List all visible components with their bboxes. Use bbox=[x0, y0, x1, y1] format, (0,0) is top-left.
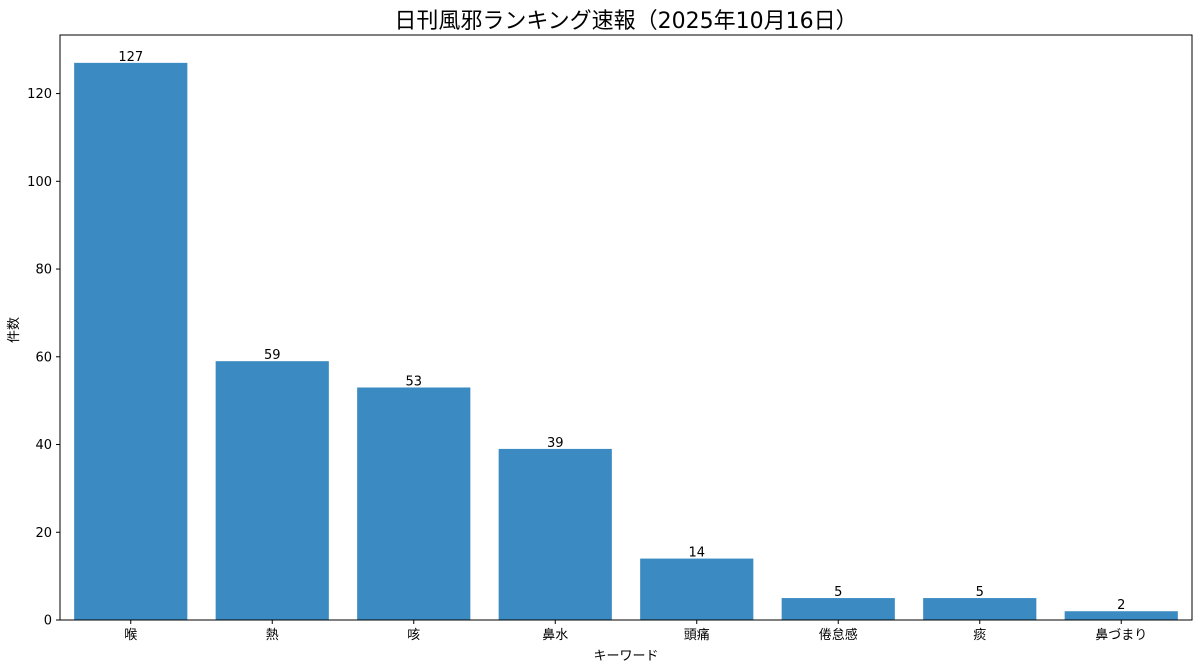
x-tick-label: 咳 bbox=[407, 628, 420, 643]
y-axis-label: 件数 bbox=[7, 317, 22, 343]
bar-value-label: 14 bbox=[688, 546, 705, 561]
chart-title: 日刊風邪ランキング速報（2025年10月16日） bbox=[394, 9, 857, 34]
x-tick-label: 頭痛 bbox=[684, 627, 710, 643]
y-tick-label: 80 bbox=[35, 263, 52, 278]
bar-value-label: 5 bbox=[834, 585, 842, 600]
bar-4 bbox=[498, 448, 612, 620]
bar-5 bbox=[640, 558, 754, 620]
x-tick-label: 痰 bbox=[973, 627, 986, 643]
bar-1 bbox=[74, 62, 188, 621]
x-tick-label: 喉 bbox=[124, 628, 137, 643]
y-ticks: 0 20 40 60 80 100 120 bbox=[27, 87, 60, 629]
y-tick-label: 40 bbox=[35, 438, 52, 453]
bar-value-label: 39 bbox=[547, 436, 564, 451]
bar-value-label: 53 bbox=[405, 374, 422, 389]
bar-value-label: 59 bbox=[264, 348, 281, 363]
y-tick-label: 20 bbox=[35, 526, 52, 541]
plot-frame bbox=[59, 34, 1193, 621]
x-tick-label: 鼻づまり bbox=[1095, 627, 1147, 643]
x-tick-label: 熱 bbox=[266, 628, 279, 643]
x-tick-label: 倦怠感 bbox=[819, 627, 858, 643]
bar-value-label: 5 bbox=[976, 585, 984, 600]
y-tick-label: 0 bbox=[44, 614, 52, 629]
bar-3 bbox=[357, 387, 471, 620]
bar-7 bbox=[923, 598, 1037, 620]
bar-value-label: 2 bbox=[1117, 598, 1125, 613]
x-tick-label: 鼻水 bbox=[542, 627, 568, 643]
x-axis-label: キーワード bbox=[593, 649, 658, 664]
bar-6 bbox=[781, 598, 895, 620]
axes-layer bbox=[59, 34, 1193, 621]
x-ticks: 喉 熱 咳 鼻水 頭痛 倦怠感 痰 鼻づまり bbox=[124, 620, 1147, 643]
bar-2 bbox=[215, 361, 329, 620]
y-tick-label: 120 bbox=[27, 87, 52, 102]
y-tick-label: 100 bbox=[27, 175, 52, 190]
bars-layer: 127 59 53 39 14 5 5 2 bbox=[74, 50, 1178, 621]
y-tick-label: 60 bbox=[35, 350, 52, 365]
bar-8 bbox=[1064, 611, 1178, 620]
bar-value-label: 127 bbox=[118, 50, 143, 65]
